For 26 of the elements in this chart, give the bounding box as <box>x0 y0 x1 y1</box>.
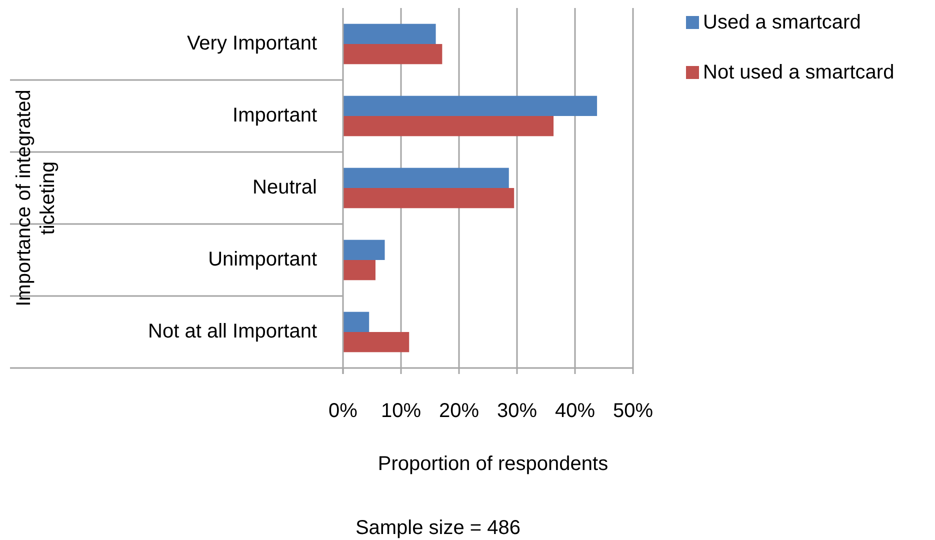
bar <box>343 312 370 332</box>
legend-label: Not used a smartcard <box>703 61 894 84</box>
x-tick-label: 20% <box>438 400 480 422</box>
x-tick-label: 50% <box>612 400 654 422</box>
y-tick-label: Important <box>232 104 318 126</box>
x-tick-label: 40% <box>554 400 596 422</box>
y-tick-label: Very Important <box>186 32 318 54</box>
bar <box>343 332 410 352</box>
bar <box>343 260 376 280</box>
bar <box>343 168 509 188</box>
bar <box>343 240 385 260</box>
bar <box>343 116 554 136</box>
legend-label: Used a smartcard <box>703 11 861 34</box>
bar <box>343 44 442 64</box>
y-tick-label: Unimportant <box>208 248 318 270</box>
text: Sample size = 486 <box>355 517 521 539</box>
y-tick-label: Neutral <box>252 176 317 198</box>
x-tick-label: 0% <box>328 400 358 422</box>
bar <box>343 188 514 208</box>
y-axis-title: Importance of integrated ticketing <box>13 90 59 306</box>
bar <box>343 96 598 116</box>
x-tick-label: 10% <box>380 400 422 422</box>
bar <box>343 24 436 44</box>
x-axis-title: Proportion of respondents <box>378 453 608 475</box>
y-tick-label: Not at all Important <box>148 320 318 342</box>
x-tick-label: 30% <box>496 400 538 422</box>
